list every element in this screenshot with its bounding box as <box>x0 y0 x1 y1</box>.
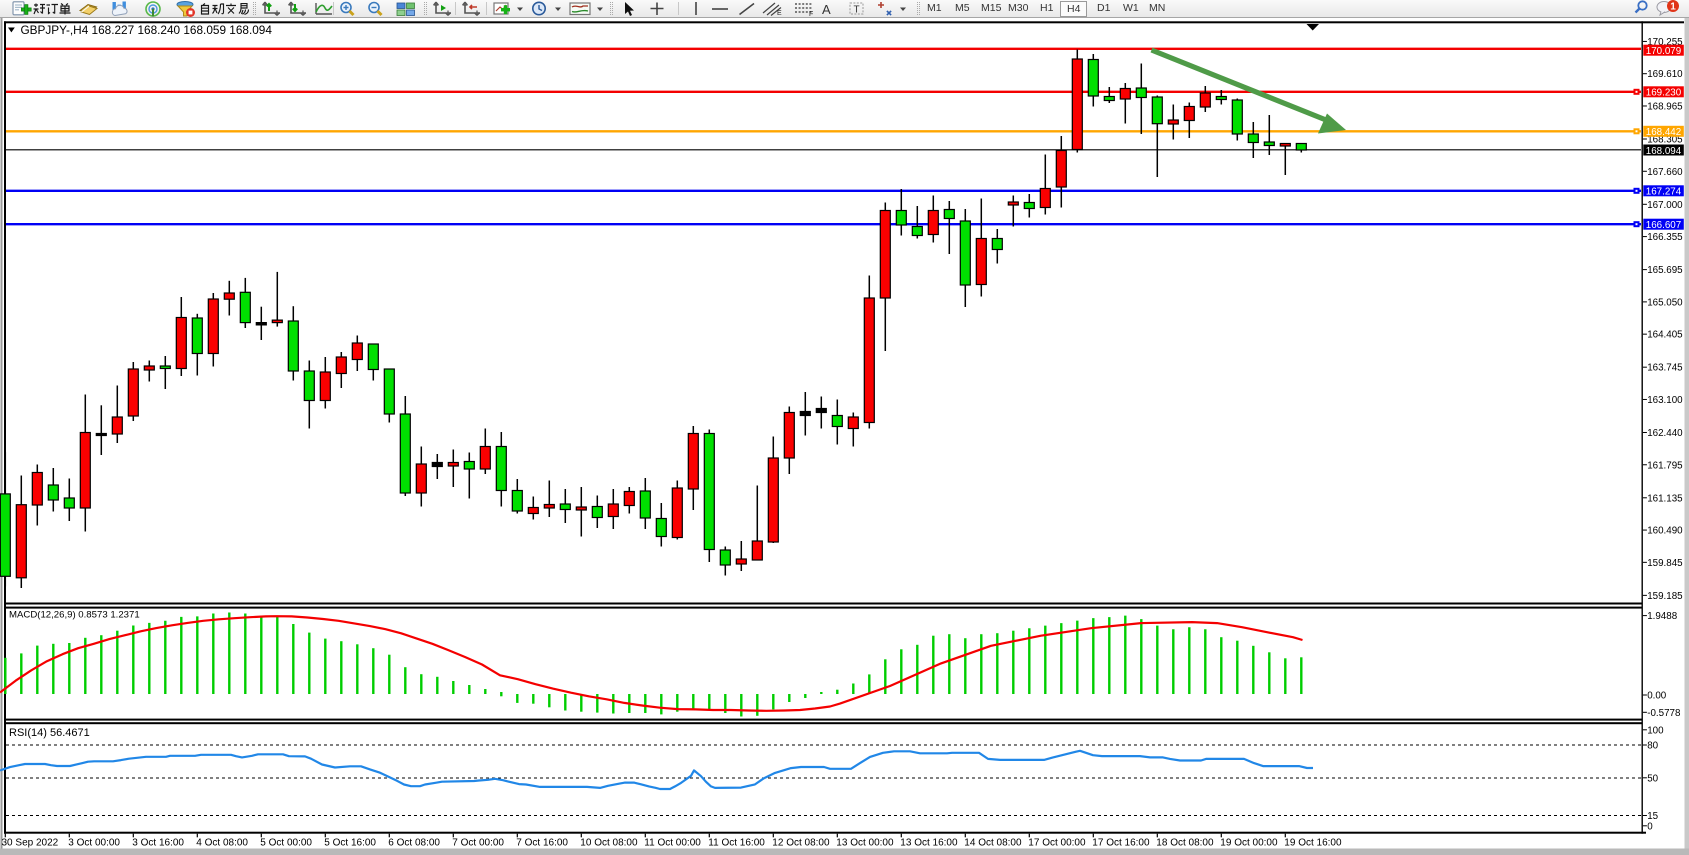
svg-text:6 Oct 08:00: 6 Oct 08:00 <box>388 838 440 849</box>
svg-text:T: T <box>854 5 860 16</box>
svg-text:161.795: 161.795 <box>1647 460 1683 471</box>
svg-text:-0.5778: -0.5778 <box>1647 708 1681 719</box>
svg-text:100: 100 <box>1647 725 1664 736</box>
svg-text:166.355: 166.355 <box>1647 232 1683 243</box>
svg-text:30 Sep 2022: 30 Sep 2022 <box>2 838 59 849</box>
svg-text:162.440: 162.440 <box>1647 428 1683 439</box>
svg-text:80: 80 <box>1647 741 1658 752</box>
svg-text:MACD(12,26,9) 0.8573 1.2371: MACD(12,26,9) 0.8573 1.2371 <box>9 610 140 621</box>
svg-text:170.255: 170.255 <box>1647 37 1683 48</box>
svg-text:159.185: 159.185 <box>1647 591 1683 602</box>
svg-text:0: 0 <box>1647 821 1653 832</box>
svg-text:169.610: 169.610 <box>1647 69 1683 80</box>
svg-text:1: 1 <box>1670 2 1676 13</box>
svg-text:7 Oct 00:00: 7 Oct 00:00 <box>452 838 504 849</box>
svg-text:13 Oct 00:00: 13 Oct 00:00 <box>836 838 894 849</box>
svg-text:17 Oct 00:00: 17 Oct 00:00 <box>1028 838 1086 849</box>
svg-text:4 Oct 08:00: 4 Oct 08:00 <box>196 838 248 849</box>
svg-text:11 Oct 00:00: 11 Oct 00:00 <box>644 838 701 849</box>
svg-text:GBPJPY-,H4 168.227 168.240 16: GBPJPY-,H4 168.227 168.240 168.059 168.0… <box>21 23 273 37</box>
svg-text:F: F <box>809 11 813 17</box>
svg-text:10 Oct 08:00: 10 Oct 08:00 <box>580 838 638 849</box>
svg-text:7 Oct 16:00: 7 Oct 16:00 <box>516 838 568 849</box>
svg-text:1.9488: 1.9488 <box>1647 611 1678 622</box>
svg-text:14 Oct 08:00: 14 Oct 08:00 <box>964 838 1022 849</box>
svg-text:167.274: 167.274 <box>1646 187 1682 198</box>
svg-text:168.305: 168.305 <box>1647 135 1683 146</box>
svg-text:5 Oct 16:00: 5 Oct 16:00 <box>324 838 376 849</box>
svg-text:12 Oct 08:00: 12 Oct 08:00 <box>772 838 830 849</box>
svg-text:18 Oct 08:00: 18 Oct 08:00 <box>1156 838 1214 849</box>
svg-text:19 Oct 00:00: 19 Oct 00:00 <box>1220 838 1278 849</box>
svg-text:159.845: 159.845 <box>1647 558 1683 569</box>
svg-text:17 Oct 16:00: 17 Oct 16:00 <box>1092 838 1150 849</box>
svg-text:168.442: 168.442 <box>1646 127 1681 138</box>
svg-text:0.00: 0.00 <box>1647 691 1667 702</box>
svg-text:3 Oct 16:00: 3 Oct 16:00 <box>132 838 184 849</box>
svg-text:163.100: 163.100 <box>1647 395 1683 406</box>
svg-text:E: E <box>777 10 782 17</box>
svg-text:50: 50 <box>1647 773 1658 784</box>
svg-text:170.079: 170.079 <box>1646 46 1681 57</box>
svg-text:166.607: 166.607 <box>1646 220 1681 231</box>
svg-text:161.135: 161.135 <box>1647 493 1683 504</box>
svg-text:165.695: 165.695 <box>1647 265 1683 276</box>
svg-text:164.405: 164.405 <box>1647 330 1683 341</box>
svg-text:3 Oct 00:00: 3 Oct 00:00 <box>68 838 120 849</box>
svg-text:5 Oct 00:00: 5 Oct 00:00 <box>260 838 312 849</box>
svg-text:11 Oct 16:00: 11 Oct 16:00 <box>708 838 765 849</box>
svg-text:169.230: 169.230 <box>1646 88 1682 99</box>
svg-text:167.660: 167.660 <box>1647 167 1683 178</box>
svg-text:13 Oct 16:00: 13 Oct 16:00 <box>900 838 958 849</box>
svg-text:19 Oct 16:00: 19 Oct 16:00 <box>1284 838 1342 849</box>
svg-text:15: 15 <box>1647 811 1658 822</box>
svg-text:RSI(14) 56.4671: RSI(14) 56.4671 <box>9 727 90 739</box>
svg-text:165.050: 165.050 <box>1647 297 1683 308</box>
svg-text:160.490: 160.490 <box>1647 526 1683 537</box>
svg-text:168.965: 168.965 <box>1647 101 1683 112</box>
svg-text:167.000: 167.000 <box>1647 200 1683 211</box>
svg-text:168.094: 168.094 <box>1646 146 1682 157</box>
svg-text:163.745: 163.745 <box>1647 363 1683 374</box>
